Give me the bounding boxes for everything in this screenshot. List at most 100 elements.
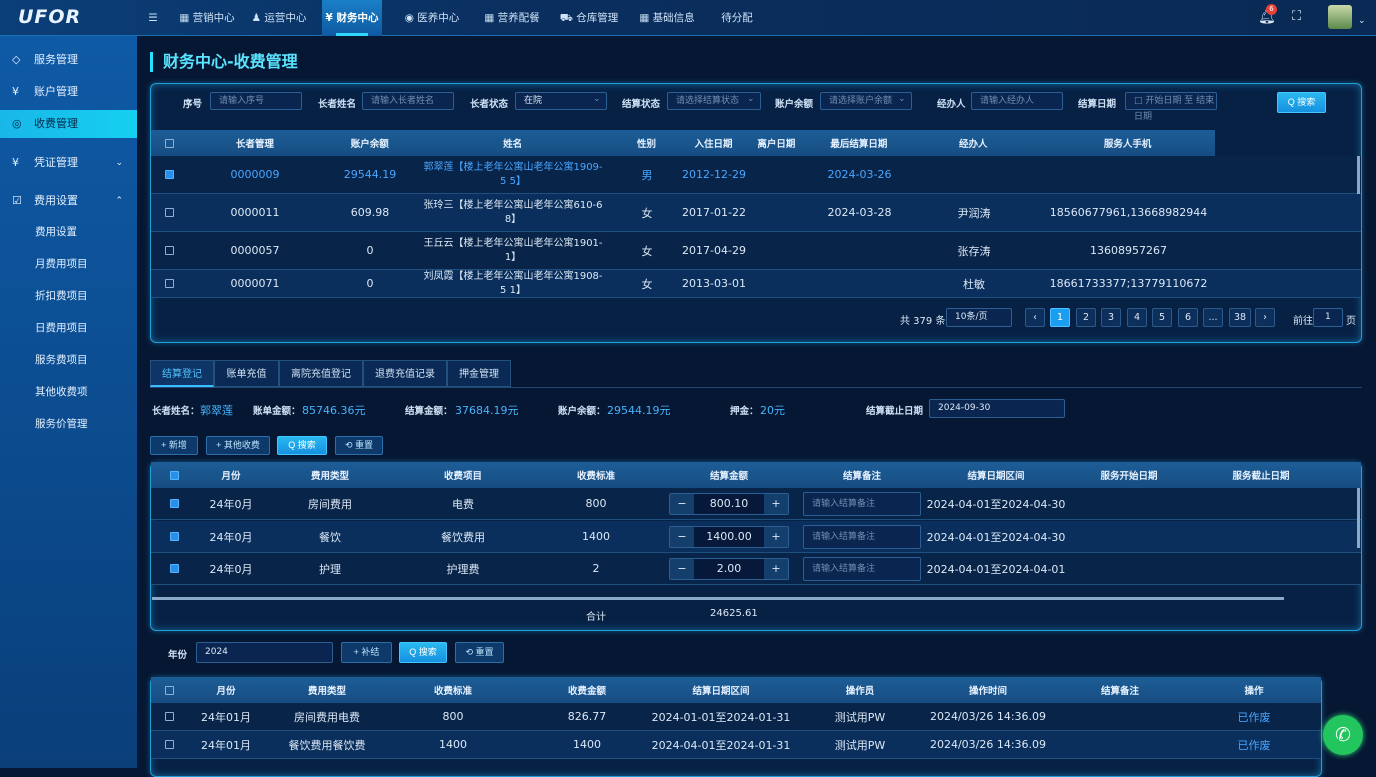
sidebar-subitem[interactable]: 服务费项目: [35, 354, 88, 366]
remark-input[interactable]: 请输入结算备注: [803, 556, 921, 581]
nav-item[interactable]: ♟ 运营中心: [251, 12, 307, 24]
sidebar-item[interactable]: ¥ 账户管理: [0, 78, 137, 106]
amount-stepper[interactable]: −2.00 +: [669, 557, 789, 580]
table-cell[interactable]: [151, 270, 188, 297]
table-row[interactable]: 24年0月 房间费用 电费 800 −800.10 + 请输入结算备注 2024-04-01至…: [151, 488, 1361, 520]
table-cell[interactable]: [151, 232, 188, 269]
page-button[interactable]: ‹: [1025, 308, 1045, 327]
year-action-button[interactable]: ⟲ 重置: [455, 642, 504, 663]
scrollbar[interactable]: [1357, 156, 1360, 194]
table-row[interactable]: 0000071 0 刘凤霞【楼上老年公寓山老年公寓1908-5 1】 女 2013-03…: [151, 270, 1361, 298]
filter-input[interactable]: □ 开始日期 至 结束日期: [1125, 92, 1217, 122]
sidebar-subitem[interactable]: 折扣费项目: [35, 290, 88, 302]
checkbox[interactable]: [165, 685, 174, 695]
page-button[interactable]: 38: [1229, 308, 1251, 327]
row-checkbox[interactable]: [165, 170, 174, 179]
filter-input[interactable]: 请选择结算状态: [667, 92, 761, 110]
table-cell[interactable]: [151, 731, 188, 758]
row-checkbox[interactable]: [165, 246, 174, 255]
action-button[interactable]: + 新增: [150, 436, 198, 455]
action-button[interactable]: + 其他收费: [206, 436, 270, 455]
chevron-down-icon[interactable]: ⌄: [898, 94, 906, 104]
plus-button[interactable]: +: [764, 493, 788, 514]
page-button[interactable]: 6: [1178, 308, 1198, 327]
filter-input[interactable]: 请输入序号: [210, 92, 302, 110]
filter-input[interactable]: 在院: [515, 92, 607, 110]
row-checkbox[interactable]: [165, 712, 174, 721]
tab[interactable]: 账单充值: [214, 360, 279, 387]
void-link[interactable]: 已作废: [1237, 710, 1271, 724]
nav-item[interactable]: ⛟ 仓库管理: [559, 12, 619, 24]
sidebar-subitem[interactable]: 月费用项目: [35, 258, 88, 270]
table-row[interactable]: 24年01月 房间费用电费 800 826.77 2024-01-01至2024-01-…: [151, 703, 1321, 731]
remark-input[interactable]: 请输入结算备注: [803, 524, 921, 549]
chevron-down-icon[interactable]: ⌄: [593, 94, 601, 104]
sidebar-subitem[interactable]: 其他收费项: [35, 386, 88, 398]
page-button[interactable]: ...: [1203, 308, 1223, 327]
page-button[interactable]: ›: [1255, 308, 1275, 327]
tab[interactable]: 结算登记: [150, 360, 214, 387]
table-row[interactable]: 24年0月 护理 护理费 2 −2.00 + 请输入结算备注 2024-04-01至2024-…: [151, 553, 1361, 585]
minus-button[interactable]: −: [670, 558, 694, 579]
chevron-down-icon[interactable]: ⌄: [1358, 16, 1366, 26]
action-button[interactable]: Q 搜索: [277, 436, 327, 455]
page-size-select[interactable]: 10条/页: [946, 308, 1012, 327]
plus-button[interactable]: +: [764, 558, 788, 579]
select-all-checkbox[interactable]: [151, 677, 188, 703]
nav-item[interactable]: ◉ 医养中心: [404, 12, 460, 24]
page-button[interactable]: 2: [1076, 308, 1096, 327]
tab[interactable]: 退费充值记录: [363, 360, 447, 387]
fullscreen-icon[interactable]: ⛶: [1292, 9, 1302, 24]
amount-stepper[interactable]: −1400.00 +: [669, 525, 789, 548]
table-cell[interactable]: [151, 703, 188, 730]
tab[interactable]: 离院充值登记: [279, 360, 363, 387]
action-button[interactable]: ⟲ 重置: [335, 436, 383, 455]
page-button[interactable]: 1: [1050, 308, 1070, 327]
amount-value[interactable]: 800.10: [694, 493, 764, 514]
table-cell[interactable]: [151, 156, 188, 193]
sidebar-subitem[interactable]: 费用设置: [35, 226, 77, 238]
sidebar-subitem[interactable]: 服务价管理: [35, 418, 88, 430]
year-action-button[interactable]: + 补结: [341, 642, 392, 663]
year-select[interactable]: 2024: [196, 642, 333, 663]
plus-button[interactable]: +: [764, 526, 788, 547]
table-row[interactable]: 0000011 609.98 张玲三【楼上老年公寓山老年公寓610-6 8】 女 201…: [151, 194, 1361, 232]
page-button[interactable]: 3: [1101, 308, 1121, 327]
amount-value[interactable]: 2.00: [694, 558, 764, 579]
table-cell[interactable]: [151, 553, 198, 584]
nav-item[interactable]: ▦ 营养配餐: [484, 12, 540, 24]
minus-button[interactable]: −: [670, 526, 694, 547]
sidebar-item[interactable]: ¥ 凭证管理 ⌄: [0, 149, 137, 177]
page-button[interactable]: 4: [1127, 308, 1147, 327]
select-all-checkbox[interactable]: [151, 130, 188, 156]
avatar[interactable]: [1328, 5, 1352, 29]
table-row[interactable]: 24年0月 餐饮 餐饮费用 1400 −1400.00 + 请输入结算备注 2024-04-0…: [151, 521, 1361, 553]
table-cell[interactable]: [151, 488, 198, 519]
call-button[interactable]: ✆: [1323, 715, 1363, 755]
year-action-button[interactable]: Q 搜索: [399, 642, 447, 663]
row-checkbox[interactable]: [170, 499, 179, 508]
sidebar-subitem[interactable]: 日费用项目: [35, 322, 88, 334]
void-link[interactable]: 已作废: [1237, 738, 1271, 752]
amount-value[interactable]: 1400.00: [694, 526, 764, 547]
nav-item[interactable]: ▦ 营销中心: [179, 12, 235, 24]
row-checkbox[interactable]: [170, 564, 179, 573]
sidebar-item[interactable]: ☑ 费用设置 ⌃: [0, 187, 137, 215]
remark-input[interactable]: 请输入结算备注: [803, 491, 921, 516]
sidebar-item[interactable]: ◎ 收费管理: [0, 110, 137, 138]
nav-item[interactable]: ¥ 财务中心: [322, 0, 382, 36]
checkbox[interactable]: [164, 138, 174, 148]
minus-button[interactable]: −: [670, 493, 694, 514]
table-row[interactable]: 24年01月 餐饮费用餐饮费 1400 1400 2024-04-01至2024-01-…: [151, 731, 1321, 759]
nav-item[interactable]: 待分配: [721, 12, 753, 24]
menu-icon[interactable]: ☰: [148, 12, 158, 24]
filter-input[interactable]: 请输入经办人: [971, 92, 1063, 110]
table-cell[interactable]: [151, 194, 188, 231]
checkbox[interactable]: [170, 470, 179, 480]
horizontal-scrollbar[interactable]: [152, 597, 1284, 600]
chevron-down-icon[interactable]: ⌄: [747, 94, 755, 104]
select-all-checkbox[interactable]: [151, 462, 198, 488]
settlement-date-picker[interactable]: 2024-09-30: [929, 399, 1065, 418]
row-checkbox[interactable]: [170, 532, 179, 541]
table-row[interactable]: 0000057 0 王丘云【楼上老年公寓山老年公寓1901- 1】 女 2017-04-…: [151, 232, 1361, 270]
